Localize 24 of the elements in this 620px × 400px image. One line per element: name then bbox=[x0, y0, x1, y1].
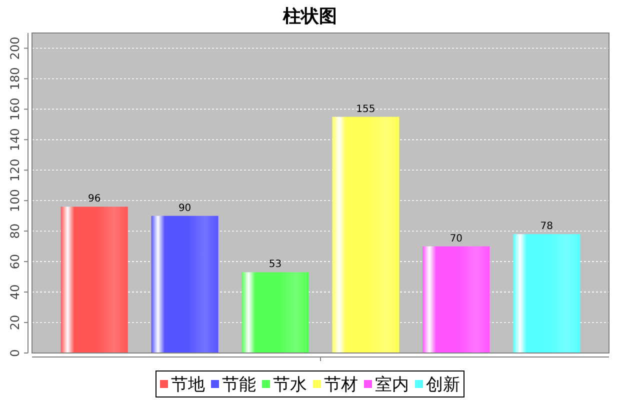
data-label: 70 bbox=[450, 233, 463, 244]
legend-label: 节材 bbox=[324, 375, 358, 395]
y-tick-label: 60 bbox=[8, 254, 22, 270]
y-tick-label: 140 bbox=[8, 128, 22, 152]
y-tick-label: 180 bbox=[8, 67, 22, 90]
data-label: 90 bbox=[178, 202, 192, 214]
y-tick-label: 0 bbox=[8, 349, 22, 357]
data-label: 155 bbox=[356, 104, 376, 115]
y-tick-label: 80 bbox=[8, 223, 22, 239]
legend-label: 室内 bbox=[375, 375, 409, 395]
y-tick-label: 100 bbox=[8, 189, 22, 212]
data-label: 78 bbox=[540, 221, 554, 232]
legend-label: 节能 bbox=[222, 375, 256, 395]
y-tick-label: 120 bbox=[8, 158, 22, 182]
y-tick-label: 20 bbox=[8, 314, 22, 330]
legend-label: 创新 bbox=[426, 375, 460, 395]
y-tick-label: 40 bbox=[8, 284, 22, 300]
legend-label: 节水 bbox=[273, 375, 307, 395]
y-tick-label: 160 bbox=[8, 98, 22, 121]
data-label: 53 bbox=[268, 259, 282, 270]
legend-label: 节地 bbox=[171, 375, 205, 395]
y-tick-label: 200 bbox=[8, 36, 22, 60]
data-label: 96 bbox=[88, 194, 101, 205]
chart-title: 柱状图 bbox=[282, 6, 337, 27]
